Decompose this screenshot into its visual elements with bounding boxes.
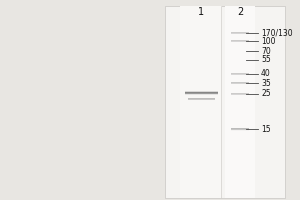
Bar	[184, 91, 218, 92]
Text: 35: 35	[261, 78, 271, 88]
Text: 15: 15	[261, 124, 271, 134]
Text: 170/130: 170/130	[261, 28, 292, 38]
Bar	[184, 93, 218, 94]
Bar	[180, 6, 222, 198]
Text: 1: 1	[198, 7, 204, 17]
Text: 40: 40	[261, 70, 271, 78]
Bar	[184, 92, 218, 93]
Bar	[225, 6, 255, 198]
Bar	[165, 6, 285, 198]
Text: 100: 100	[261, 36, 275, 46]
Text: 25: 25	[261, 90, 271, 98]
Bar	[184, 94, 218, 95]
Text: 70: 70	[261, 46, 271, 55]
Text: 55: 55	[261, 55, 271, 64]
Text: 2: 2	[237, 7, 243, 17]
